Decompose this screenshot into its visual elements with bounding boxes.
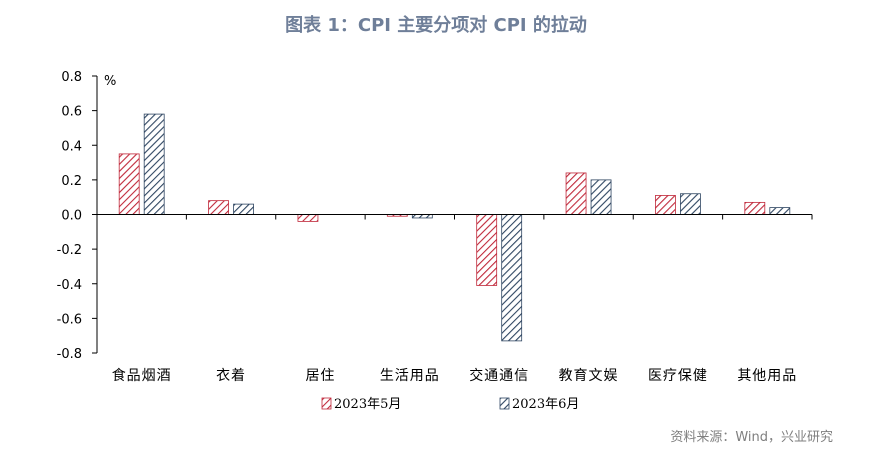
category-label: 居住: [305, 368, 335, 384]
y-unit-label: %: [104, 74, 116, 89]
chart-title: 图表 1：CPI 主要分项对 CPI 的拉动: [285, 14, 587, 36]
bar-series-1: [208, 200, 229, 215]
bar-series-1: [118, 153, 140, 215]
bar-series-2: [411, 214, 433, 219]
y-tick-label: 0.4: [61, 139, 82, 154]
category-label: 食品烟酒: [112, 367, 172, 384]
bar-series-1: [744, 201, 766, 215]
category-labels: 食品烟酒 衣着 居住 生活用品 交通通信 教育文娱 医疗保健 其他用品: [112, 367, 797, 384]
bar-series-1: [476, 214, 498, 286]
legend: 2023年5月 2023年6月: [321, 397, 579, 412]
bar-series-2: [769, 207, 791, 215]
y-tick-label: 0.0: [61, 209, 82, 224]
bar-series-1: [297, 214, 319, 222]
bars: [118, 113, 791, 342]
y-tick-label: 0.2: [61, 174, 82, 189]
y-tick-label: -0.6: [57, 312, 82, 327]
source-note: 资料来源：Wind，兴业研究: [670, 430, 833, 445]
legend-label-series-2: 2023年6月: [512, 397, 579, 412]
category-label: 衣着: [216, 368, 246, 384]
legend-label-series-1: 2023年5月: [334, 397, 401, 412]
category-label: 生活用品: [380, 368, 440, 384]
category-label: 其他用品: [737, 368, 797, 384]
y-tick-label: -0.4: [57, 278, 82, 293]
bar-series-2: [590, 179, 612, 215]
y-tick-label: 0.8: [61, 70, 82, 85]
bar-series-2: [143, 113, 165, 215]
y-tick-label: -0.8: [57, 347, 82, 362]
bar-series-1: [655, 195, 676, 215]
legend-swatch-series-1: [321, 397, 332, 410]
legend-swatch-series-2: [499, 397, 510, 410]
category-label: 交通通信: [469, 367, 529, 384]
y-tick-label: -0.2: [57, 243, 82, 258]
category-label: 医疗保健: [648, 368, 708, 384]
category-label: 教育文娱: [559, 368, 619, 384]
x-axis: [97, 214, 813, 220]
y-axis: 0.8 0.6 0.4 0.2 0.0 -0.2 -0.4 -0.6 -0.8: [57, 70, 98, 362]
bar-series-2: [501, 214, 523, 342]
bar-series-2: [233, 203, 254, 215]
y-tick-label: 0.6: [61, 105, 82, 120]
bar-series-1: [565, 172, 587, 215]
bar-series-2: [680, 193, 701, 215]
